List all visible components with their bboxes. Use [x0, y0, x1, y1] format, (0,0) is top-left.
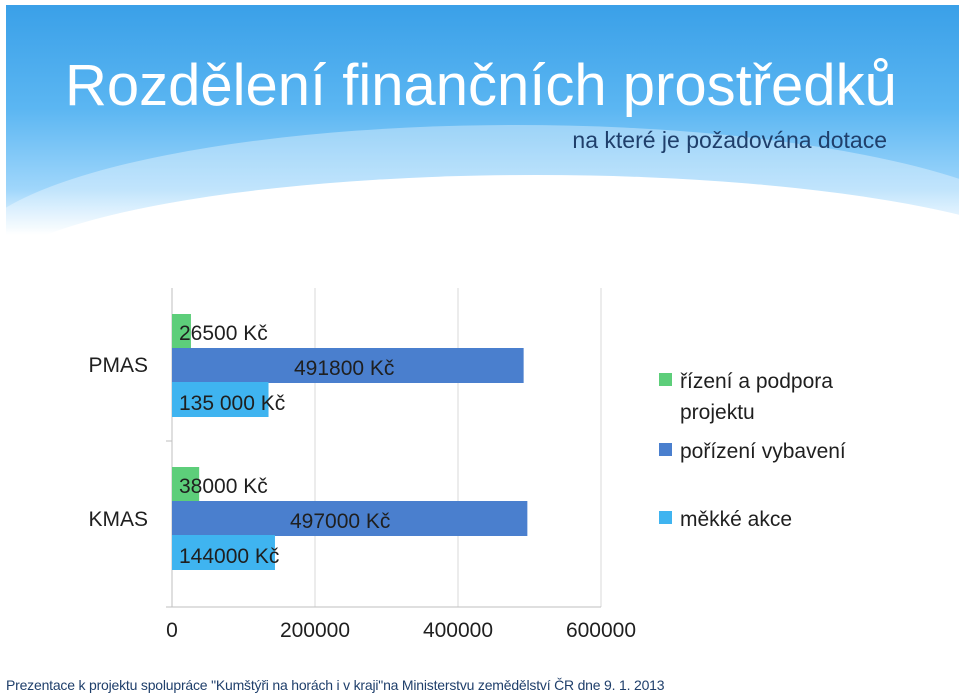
bar [172, 467, 200, 502]
data-label: 135 000 Kč [179, 392, 285, 415]
data-label: 144000 Kč [179, 545, 279, 568]
title-banner [6, 5, 959, 235]
bar [172, 535, 275, 570]
legend-swatch [659, 443, 672, 456]
bar [172, 314, 191, 349]
y-category-label: PMAS [88, 354, 148, 377]
slide-title: Rozdělení finančních prostředků [65, 53, 897, 118]
x-tick-label: 400000 [423, 619, 493, 642]
bar [172, 348, 524, 383]
slide-subtitle: na které je požadována dotace [572, 127, 887, 153]
y-category-label: KMAS [88, 508, 148, 531]
data-label: 497000 Kč [290, 510, 390, 533]
x-tick-label: 200000 [280, 619, 350, 642]
x-tick-label: 600000 [566, 619, 636, 642]
data-label: 491800 Kč [294, 357, 394, 380]
legend-label-line2: projektu [680, 401, 755, 424]
footer-text: Prezentace k projektu spolupráce "Kumštý… [6, 677, 665, 693]
legend-label: pořízení vybavení [680, 440, 846, 463]
bar [172, 501, 528, 536]
legend-label: měkké akce [680, 508, 792, 531]
legend-swatch [659, 373, 672, 386]
legend-label: řízení a podpora [680, 370, 833, 393]
bar [172, 382, 269, 417]
data-label: 26500 Kč [179, 322, 268, 345]
legend-swatch [659, 511, 672, 524]
data-label: 38000 Kč [179, 475, 268, 498]
footer: Prezentace k projektu spolupráce "Kumštý… [0, 670, 959, 697]
x-tick-label: 0 [166, 619, 178, 642]
